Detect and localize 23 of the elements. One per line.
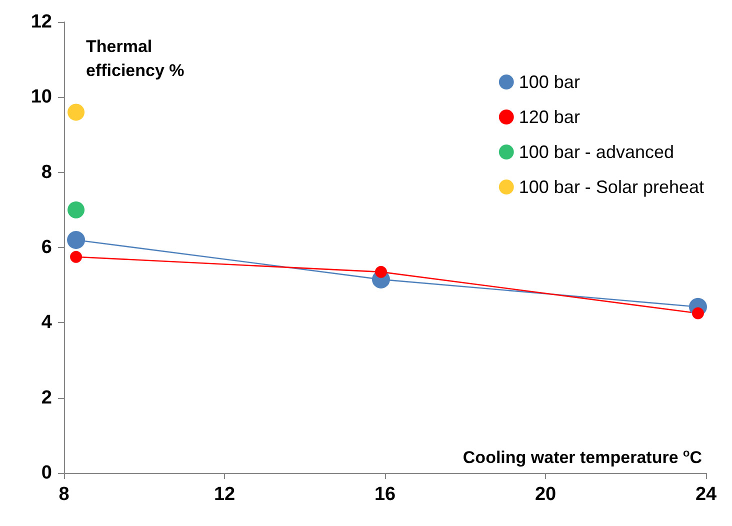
point bbox=[68, 104, 85, 121]
point bbox=[70, 250, 82, 263]
y-axis-title: Thermal efficiency % bbox=[86, 37, 184, 80]
legend-label: 100 bar - advanced bbox=[518, 142, 674, 162]
x-tick-label: 12 bbox=[214, 484, 236, 505]
y-tick-label: 12 bbox=[30, 12, 52, 32]
y-tick-label: 6 bbox=[41, 237, 52, 258]
y-tick-label: 0 bbox=[41, 462, 52, 484]
point bbox=[375, 266, 387, 278]
point bbox=[68, 201, 85, 218]
x-tick-label: 16 bbox=[374, 484, 396, 505]
y-tick-label: 8 bbox=[41, 162, 52, 183]
legend-label: 120 bar bbox=[518, 107, 580, 127]
y-tick-label: 2 bbox=[41, 387, 52, 408]
point bbox=[67, 230, 86, 249]
legend-label: 100 bar - Solar preheat bbox=[518, 177, 704, 197]
y-tick-label: 4 bbox=[41, 312, 52, 334]
x-tick-label: 20 bbox=[534, 484, 556, 505]
x-tick-label: 24 bbox=[695, 484, 717, 505]
legend-label: 100 bar bbox=[518, 72, 580, 92]
x-tick-label: 8 bbox=[58, 484, 70, 505]
y-tick-label: 10 bbox=[30, 86, 52, 108]
point bbox=[692, 307, 704, 320]
